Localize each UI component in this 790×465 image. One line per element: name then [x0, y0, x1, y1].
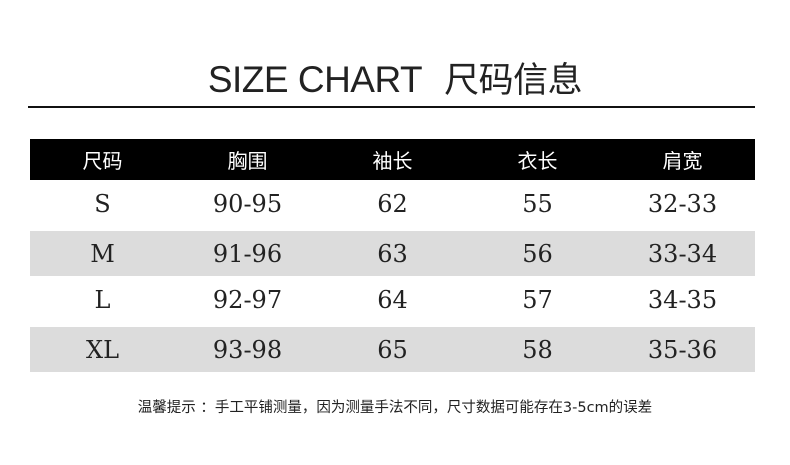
cell-shoulder: 33-34 [647, 239, 718, 268]
table-header: 尺码 胸围 袖长 衣长 肩宽 [30, 139, 755, 180]
table-row: L 92-97 64 57 34-35 [30, 276, 755, 324]
cell-size: L [94, 286, 111, 314]
title-divider [28, 106, 755, 108]
cell-length: 56 [522, 239, 553, 268]
cell-sleeve: 62 [377, 190, 408, 218]
title-en: SIZE CHART [207, 59, 423, 100]
header-shoulder: 肩宽 [662, 149, 703, 173]
header-chest: 胸围 [227, 149, 268, 173]
cell-length: 57 [522, 286, 553, 314]
cell-sleeve: 64 [377, 286, 408, 314]
cell-size: S [94, 190, 111, 218]
cell-size: M [90, 239, 115, 268]
cell-length: 58 [522, 335, 553, 364]
cell-shoulder: 35-36 [647, 335, 718, 364]
size-table: 尺码 胸围 袖长 衣长 肩宽 S 90-95 62 55 32-33 M 91-… [30, 139, 755, 372]
cell-chest: 90-95 [212, 190, 283, 218]
table-row: M 91-96 63 56 33-34 [30, 231, 755, 276]
cell-length: 55 [522, 190, 553, 218]
header-length: 衣长 [517, 149, 558, 173]
cell-size: XL [85, 335, 120, 364]
header-size: 尺码 [82, 149, 123, 173]
cell-chest: 93-98 [212, 335, 283, 364]
cell-shoulder: 34-35 [647, 286, 718, 314]
header-sleeve: 袖长 [372, 149, 413, 173]
table-row: XL 93-98 65 58 35-36 [30, 327, 755, 372]
measurement-note: 温馨提示 ：手工平铺测量，因为测量手法不同，尺寸数据可能存在3-5cm的误差 [137, 400, 653, 416]
cell-chest: 91-96 [212, 239, 283, 268]
cell-shoulder: 32-33 [647, 190, 718, 218]
cell-chest: 92-97 [212, 286, 283, 314]
title-zh: 尺码信息 [444, 61, 583, 101]
page-title: SIZE CHART 尺码信息 [0, 52, 790, 103]
cell-sleeve: 63 [377, 239, 408, 268]
table-row: S 90-95 62 55 32-33 [30, 180, 755, 228]
cell-sleeve: 65 [377, 335, 408, 364]
